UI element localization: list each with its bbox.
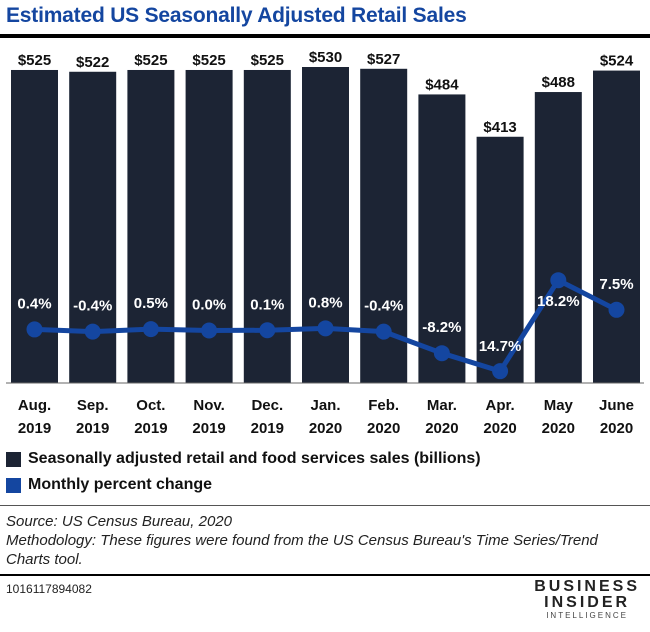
percent-label: 0.8% xyxy=(308,294,342,311)
category-label-month: June xyxy=(599,397,634,414)
business-insider-intelligence-logo: BUSINESS INSIDER INTELLIGENCE xyxy=(534,579,640,621)
percent-label: -8.2% xyxy=(422,319,461,336)
retail-sales-chart: $525 $522 $525 $525 $525 $530 $527 $484 $413 $488… xyxy=(6,49,644,437)
legend-swatch-sales xyxy=(6,451,21,467)
percent-label: -0.4% xyxy=(364,298,403,315)
bar-value-label: $484 xyxy=(425,76,459,93)
bar-value-label: $488 xyxy=(542,74,575,91)
methodology-line: Methodology: These figures were found fr… xyxy=(6,532,598,568)
category-label-year: 2019 xyxy=(18,420,51,437)
percent-label: 0.5% xyxy=(134,295,168,312)
category-label-month: Sep. xyxy=(77,397,109,414)
percent-point xyxy=(84,323,101,340)
bar xyxy=(418,94,466,383)
legend: Seasonally adjusted retail and food serv… xyxy=(6,446,481,498)
category-label-year: 2020 xyxy=(542,420,575,437)
percent-point xyxy=(550,272,567,289)
category-label-year: 2020 xyxy=(309,420,342,437)
category-label-month: Nov. xyxy=(193,397,224,414)
category-label-year: 2019 xyxy=(192,420,225,437)
source-note: Source: US Census Bureau, 2020 Methodolo… xyxy=(6,512,636,569)
percent-point xyxy=(375,323,392,340)
bar xyxy=(476,136,524,383)
category-label-year: 2020 xyxy=(425,420,458,437)
category-label-month: Dec. xyxy=(251,397,283,414)
category-label-month: Aug. xyxy=(18,397,51,414)
bar-value-label: $530 xyxy=(309,49,342,66)
divider xyxy=(0,505,650,506)
percent-point xyxy=(142,321,159,338)
category-label-month: Apr. xyxy=(486,397,515,414)
chart-title: Estimated US Seasonally Adjusted Retail … xyxy=(6,4,467,27)
percent-point xyxy=(201,322,218,339)
category-label-month: Oct. xyxy=(136,397,165,414)
percent-label: 14.7% xyxy=(479,338,522,355)
bar-value-label: $527 xyxy=(367,51,400,68)
bottom-rule xyxy=(0,574,650,576)
category-label-year: 2019 xyxy=(251,420,284,437)
logo-line-insider: INSIDER xyxy=(544,594,631,611)
category-label-year: 2020 xyxy=(483,420,516,437)
percent-label: 0.0% xyxy=(192,297,226,314)
bar xyxy=(534,92,582,383)
chart-id: 1016117894082 xyxy=(6,582,92,596)
category-label-month: Jan. xyxy=(310,397,340,414)
category-label-month: Feb. xyxy=(368,397,399,414)
percent-point xyxy=(259,322,276,339)
category-label-month: May xyxy=(544,397,574,414)
percent-label: 0.1% xyxy=(250,296,284,313)
legend-item-percent: Monthly percent change xyxy=(6,472,481,498)
percent-point xyxy=(492,363,509,380)
category-label-year: 2019 xyxy=(76,420,109,437)
legend-swatch-percent xyxy=(6,477,21,493)
legend-label-percent: Monthly percent change xyxy=(28,476,213,493)
bar-value-label: $525 xyxy=(134,52,167,69)
percent-label: -0.4% xyxy=(73,298,112,315)
percent-point xyxy=(433,345,450,362)
top-rule xyxy=(0,34,650,38)
category-label-month: Mar. xyxy=(427,397,457,414)
percent-point xyxy=(26,321,43,338)
bar-value-label: $525 xyxy=(192,52,225,69)
category-label-year: 2020 xyxy=(367,420,400,437)
legend-item-sales: Seasonally adjusted retail and food serv… xyxy=(6,446,481,472)
percent-label: 7.5% xyxy=(599,276,633,293)
legend-label-sales: Seasonally adjusted retail and food serv… xyxy=(28,450,481,467)
logo-line-business: BUSINESS xyxy=(534,578,640,595)
bar-value-label: $525 xyxy=(18,52,51,69)
percent-label: 18.2% xyxy=(537,293,580,310)
bar-value-label: $525 xyxy=(251,52,284,69)
source-line: Source: US Census Bureau, 2020 xyxy=(6,513,232,530)
percent-point xyxy=(317,320,334,337)
bar xyxy=(593,70,640,383)
category-label-year: 2020 xyxy=(600,420,633,437)
bar-value-label: $413 xyxy=(483,119,516,136)
category-label-year: 2019 xyxy=(134,420,167,437)
percent-label: 0.4% xyxy=(17,295,51,312)
logo-line-intelligence: INTELLIGENCE xyxy=(546,611,628,620)
percent-point xyxy=(608,301,625,318)
bar-value-label: $522 xyxy=(76,54,109,71)
bar-value-label: $524 xyxy=(600,53,634,70)
